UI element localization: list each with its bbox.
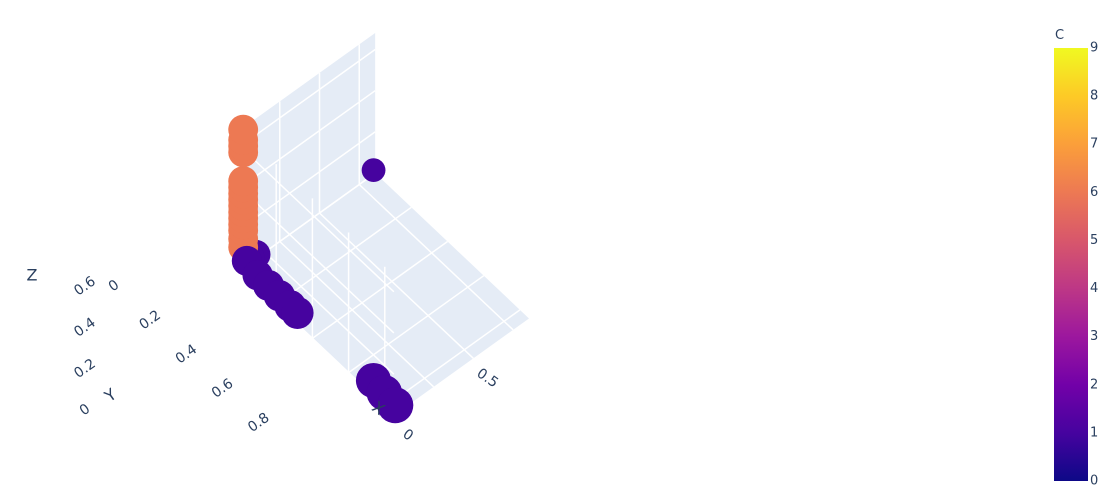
y-tick-label: 0.8 — [245, 410, 272, 436]
colorbar-tick-label: 9 — [1090, 41, 1098, 56]
colorbar-gradient — [1054, 48, 1088, 481]
colorbar-tick-label: 7 — [1090, 137, 1098, 152]
grid-line-x-floor — [279, 240, 435, 388]
colorbar-tick-label: 5 — [1090, 233, 1098, 248]
colorbar-tick-label: 0 — [1090, 474, 1098, 489]
y-tick-label: 0.4 — [173, 341, 200, 367]
y-tick-label: 0.6 — [209, 376, 236, 402]
scatter-points[interactable] — [228, 114, 414, 424]
grid-line-z-xz — [239, 131, 376, 230]
grid-line-y-floor — [384, 309, 521, 408]
scatter-point[interactable] — [377, 387, 414, 424]
z-tick-label: 0 — [77, 401, 93, 419]
grid-line-z-xz — [239, 90, 376, 189]
xz-wall — [240, 33, 376, 270]
scatter-point[interactable] — [281, 296, 314, 329]
colorbar: C 0 1 2 3 4 5 6 7 8 9 — [1054, 28, 1098, 489]
grid-line-y-floor — [311, 240, 448, 340]
x-tick-label: 0 — [400, 426, 416, 444]
grid-line-y-floor — [275, 206, 412, 305]
z-tick-label: 0.4 — [71, 315, 98, 341]
colorbar-tick-label: 3 — [1090, 329, 1098, 344]
grid-line-z-yz — [239, 145, 395, 293]
grid-line-y-floor — [348, 275, 485, 374]
colorbar-title: C — [1055, 28, 1064, 43]
grid-line-x-floor — [318, 212, 474, 359]
colorbar-tick-label: 6 — [1090, 185, 1098, 200]
scatter-point[interactable] — [228, 166, 259, 197]
z-tick-label: 0.2 — [71, 356, 98, 382]
grid-line-z-yz — [239, 187, 395, 334]
scene-3d[interactable]: 00.500.20.40.60.800.20.40.6 XYZ — [27, 33, 529, 444]
scatter-point[interactable] — [361, 158, 386, 183]
scatter-point[interactable] — [228, 114, 259, 145]
grid-line-z-xz — [239, 48, 376, 148]
z-axis-title: Z — [27, 266, 38, 285]
z-tick-label: 0.6 — [71, 273, 98, 299]
y-axis-title: Y — [100, 384, 120, 406]
grid-line-x-floor — [358, 183, 514, 331]
colorbar-tick-label: 4 — [1090, 281, 1098, 296]
y-tick-label: 0 — [106, 277, 122, 295]
y-tick-label: 0.2 — [136, 307, 163, 333]
colorbar-tick-label: 1 — [1090, 425, 1098, 440]
colorbar-tick-label: 2 — [1090, 377, 1098, 392]
x-tick-label: 0.5 — [474, 365, 501, 391]
colorbar-tick-label: 8 — [1090, 89, 1098, 104]
colorbar-ticks: 0 1 2 3 4 5 6 7 8 9 — [1090, 41, 1098, 489]
